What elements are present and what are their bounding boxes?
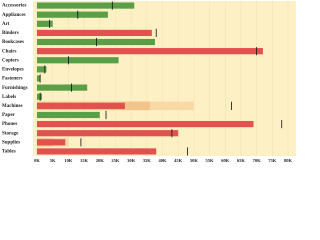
bar [37, 57, 119, 64]
bar [37, 75, 41, 82]
x-tick-label: 10K [64, 158, 73, 163]
category-label: Storage [2, 131, 19, 136]
x-tick-label: 40K [158, 158, 167, 163]
x-tick-label: 15K [80, 158, 89, 163]
bar [37, 93, 43, 100]
bar [37, 130, 179, 137]
category-label: Paper [2, 113, 16, 118]
bar [37, 20, 53, 27]
bar [37, 29, 152, 37]
category-label: Chairs [2, 49, 17, 54]
category-label: Art [2, 22, 10, 27]
x-tick-label: 50K [190, 158, 199, 163]
category-label: Copiers [2, 58, 19, 63]
category-label: Appliances [2, 13, 26, 18]
x-tick-label: 45K [174, 158, 183, 163]
bar [37, 48, 263, 55]
bar [37, 111, 100, 119]
category-label: Bookcases [2, 40, 24, 45]
bar [37, 38, 155, 46]
x-tick-label: 65K [237, 158, 246, 163]
category-label: Binders [2, 31, 19, 36]
x-tick-label: 80K [284, 158, 293, 163]
x-tick-label: 0K [34, 158, 40, 163]
category-label: Phones [2, 122, 17, 127]
x-tick-label: 5K [50, 158, 56, 163]
bar [37, 11, 108, 18]
bar [37, 148, 157, 155]
x-tick-label: 30K [127, 158, 136, 163]
chart: 0K 5K 10K 15K 20K 25K 30K 35K 40K 45K 50K 55K 60K 65K… [2, 1, 296, 163]
x-tick-label: 20K [96, 158, 105, 163]
bar [37, 102, 125, 109]
x-tick-label: 35K [143, 158, 152, 163]
category-label: Accessories [2, 4, 26, 9]
x-tick-label: 60K [221, 158, 230, 163]
x-tick-label: 70K [253, 158, 262, 163]
bar [37, 2, 135, 9]
bar [37, 139, 66, 146]
bar [37, 84, 88, 91]
category-label: Envelopes [2, 68, 24, 73]
category-label: Machines [2, 104, 23, 109]
category-label: Supplies [2, 140, 20, 145]
x-tick-label: 25K [111, 158, 120, 163]
category-label: Furnishings [2, 86, 28, 91]
bar [37, 66, 47, 73]
bar [37, 120, 254, 128]
x-tick-label: 75K [268, 158, 277, 163]
x-tick-label: 55K [206, 158, 215, 163]
category-label: Fasteners [2, 77, 23, 82]
category-label: Labels [2, 95, 16, 100]
category-label: Tables [2, 150, 16, 155]
